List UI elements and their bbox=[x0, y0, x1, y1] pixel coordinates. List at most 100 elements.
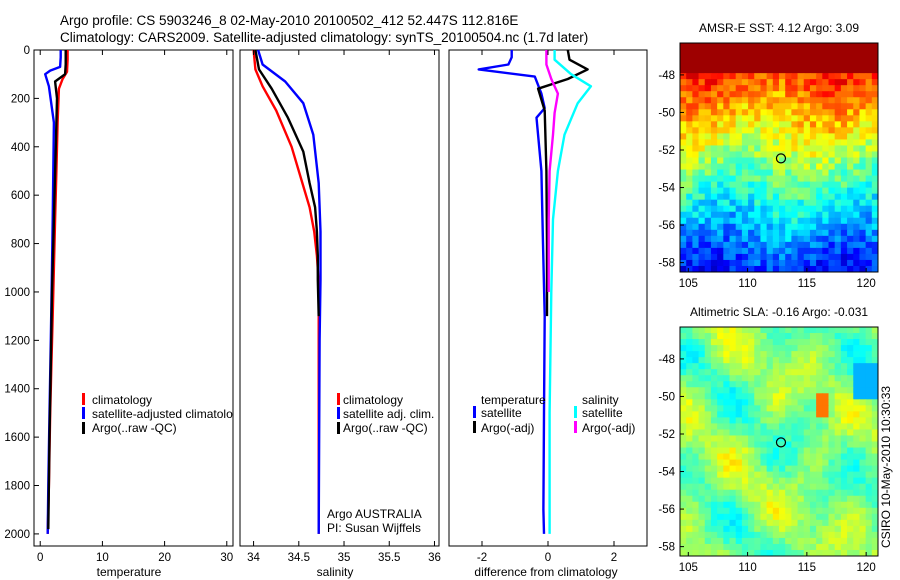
map-cell bbox=[871, 97, 878, 104]
map-cell bbox=[748, 411, 755, 418]
map-cell bbox=[760, 351, 768, 358]
map-cell bbox=[834, 519, 842, 527]
map-cell bbox=[754, 459, 762, 467]
map-cell bbox=[698, 435, 706, 443]
map-cell bbox=[816, 265, 823, 272]
map-cell bbox=[772, 157, 780, 165]
map-cell bbox=[723, 115, 731, 122]
map-cell bbox=[704, 73, 712, 80]
map-cell bbox=[760, 453, 768, 461]
map-cell bbox=[741, 363, 749, 370]
map-cell bbox=[828, 399, 836, 406]
map-cell bbox=[772, 411, 780, 418]
map-cell bbox=[779, 235, 786, 243]
map-cell bbox=[748, 537, 755, 545]
map-cell bbox=[779, 489, 786, 497]
map-cell bbox=[809, 205, 817, 213]
map-cell bbox=[816, 61, 823, 68]
map-cell bbox=[809, 447, 817, 455]
map-cell bbox=[704, 351, 712, 358]
map-cell bbox=[741, 163, 749, 171]
map-cell bbox=[871, 61, 878, 68]
map-cell bbox=[735, 133, 743, 141]
map-cell bbox=[692, 399, 700, 406]
map-cell bbox=[828, 339, 836, 346]
map-cell bbox=[853, 205, 861, 213]
map-cell bbox=[735, 187, 743, 195]
map-cell bbox=[692, 241, 700, 249]
map-cell bbox=[735, 247, 743, 255]
map-cell bbox=[865, 489, 873, 497]
map-cell bbox=[729, 265, 737, 272]
map-cell bbox=[865, 187, 873, 195]
map-cell bbox=[723, 483, 731, 491]
map-cell bbox=[766, 411, 774, 418]
map-cell bbox=[847, 525, 854, 533]
map-cell bbox=[785, 139, 792, 147]
map-cell bbox=[680, 247, 687, 255]
map-cell bbox=[717, 483, 724, 491]
map-cell bbox=[710, 187, 718, 195]
map-cell bbox=[692, 79, 700, 86]
map-cell bbox=[698, 375, 706, 382]
map-cell bbox=[760, 387, 768, 394]
map-cell bbox=[791, 79, 799, 86]
map-cell bbox=[680, 139, 687, 147]
map-cell bbox=[698, 381, 706, 388]
map-cell bbox=[816, 507, 823, 515]
map-cell bbox=[809, 351, 817, 358]
map-cell bbox=[741, 121, 749, 128]
map-cell bbox=[686, 169, 693, 177]
map-cell bbox=[748, 471, 755, 479]
map-cell bbox=[735, 265, 743, 272]
map-cell bbox=[704, 441, 712, 449]
map-cell bbox=[859, 543, 867, 551]
map-cell bbox=[754, 247, 762, 255]
map-cell bbox=[840, 151, 848, 159]
map-cell bbox=[809, 489, 817, 497]
map-cell bbox=[680, 447, 687, 455]
map-cell bbox=[766, 339, 774, 346]
map-cell bbox=[847, 55, 854, 62]
map-cell bbox=[791, 513, 799, 521]
map-cell bbox=[698, 127, 706, 134]
map-cell bbox=[710, 265, 718, 272]
map-cell bbox=[710, 435, 718, 443]
map-cell bbox=[754, 489, 762, 497]
map-cell bbox=[828, 405, 836, 412]
map-cell bbox=[853, 85, 861, 92]
map-cell bbox=[809, 229, 817, 237]
map-cell bbox=[797, 489, 805, 497]
map-cell bbox=[729, 465, 737, 473]
map-cell bbox=[692, 393, 700, 400]
map-cell bbox=[754, 211, 762, 219]
map-cell bbox=[754, 253, 762, 261]
map-cell bbox=[859, 519, 867, 527]
map-cell bbox=[692, 405, 700, 412]
map-cell bbox=[840, 205, 848, 213]
map-cell bbox=[785, 429, 792, 437]
map-cell bbox=[686, 435, 693, 443]
map-cell bbox=[840, 91, 848, 98]
map-cell bbox=[680, 513, 687, 521]
map-cell bbox=[847, 193, 854, 201]
map-cell bbox=[847, 507, 854, 515]
map-cell bbox=[692, 139, 700, 147]
map-cell bbox=[797, 61, 805, 68]
map-cell bbox=[840, 363, 848, 370]
map-cell bbox=[871, 205, 878, 213]
map-cell bbox=[871, 187, 878, 195]
map-cell bbox=[698, 247, 706, 255]
map-cell bbox=[704, 193, 712, 201]
map-cell bbox=[680, 369, 687, 376]
map-cell bbox=[847, 127, 854, 134]
map-cell bbox=[865, 55, 873, 62]
map-cell bbox=[840, 223, 848, 231]
map-cell bbox=[710, 253, 718, 261]
map-cell bbox=[735, 43, 743, 50]
map-cell bbox=[822, 495, 830, 503]
map-cell bbox=[748, 151, 755, 159]
map-cell bbox=[785, 435, 792, 443]
map-cell bbox=[698, 85, 706, 92]
map-cell bbox=[859, 333, 867, 340]
